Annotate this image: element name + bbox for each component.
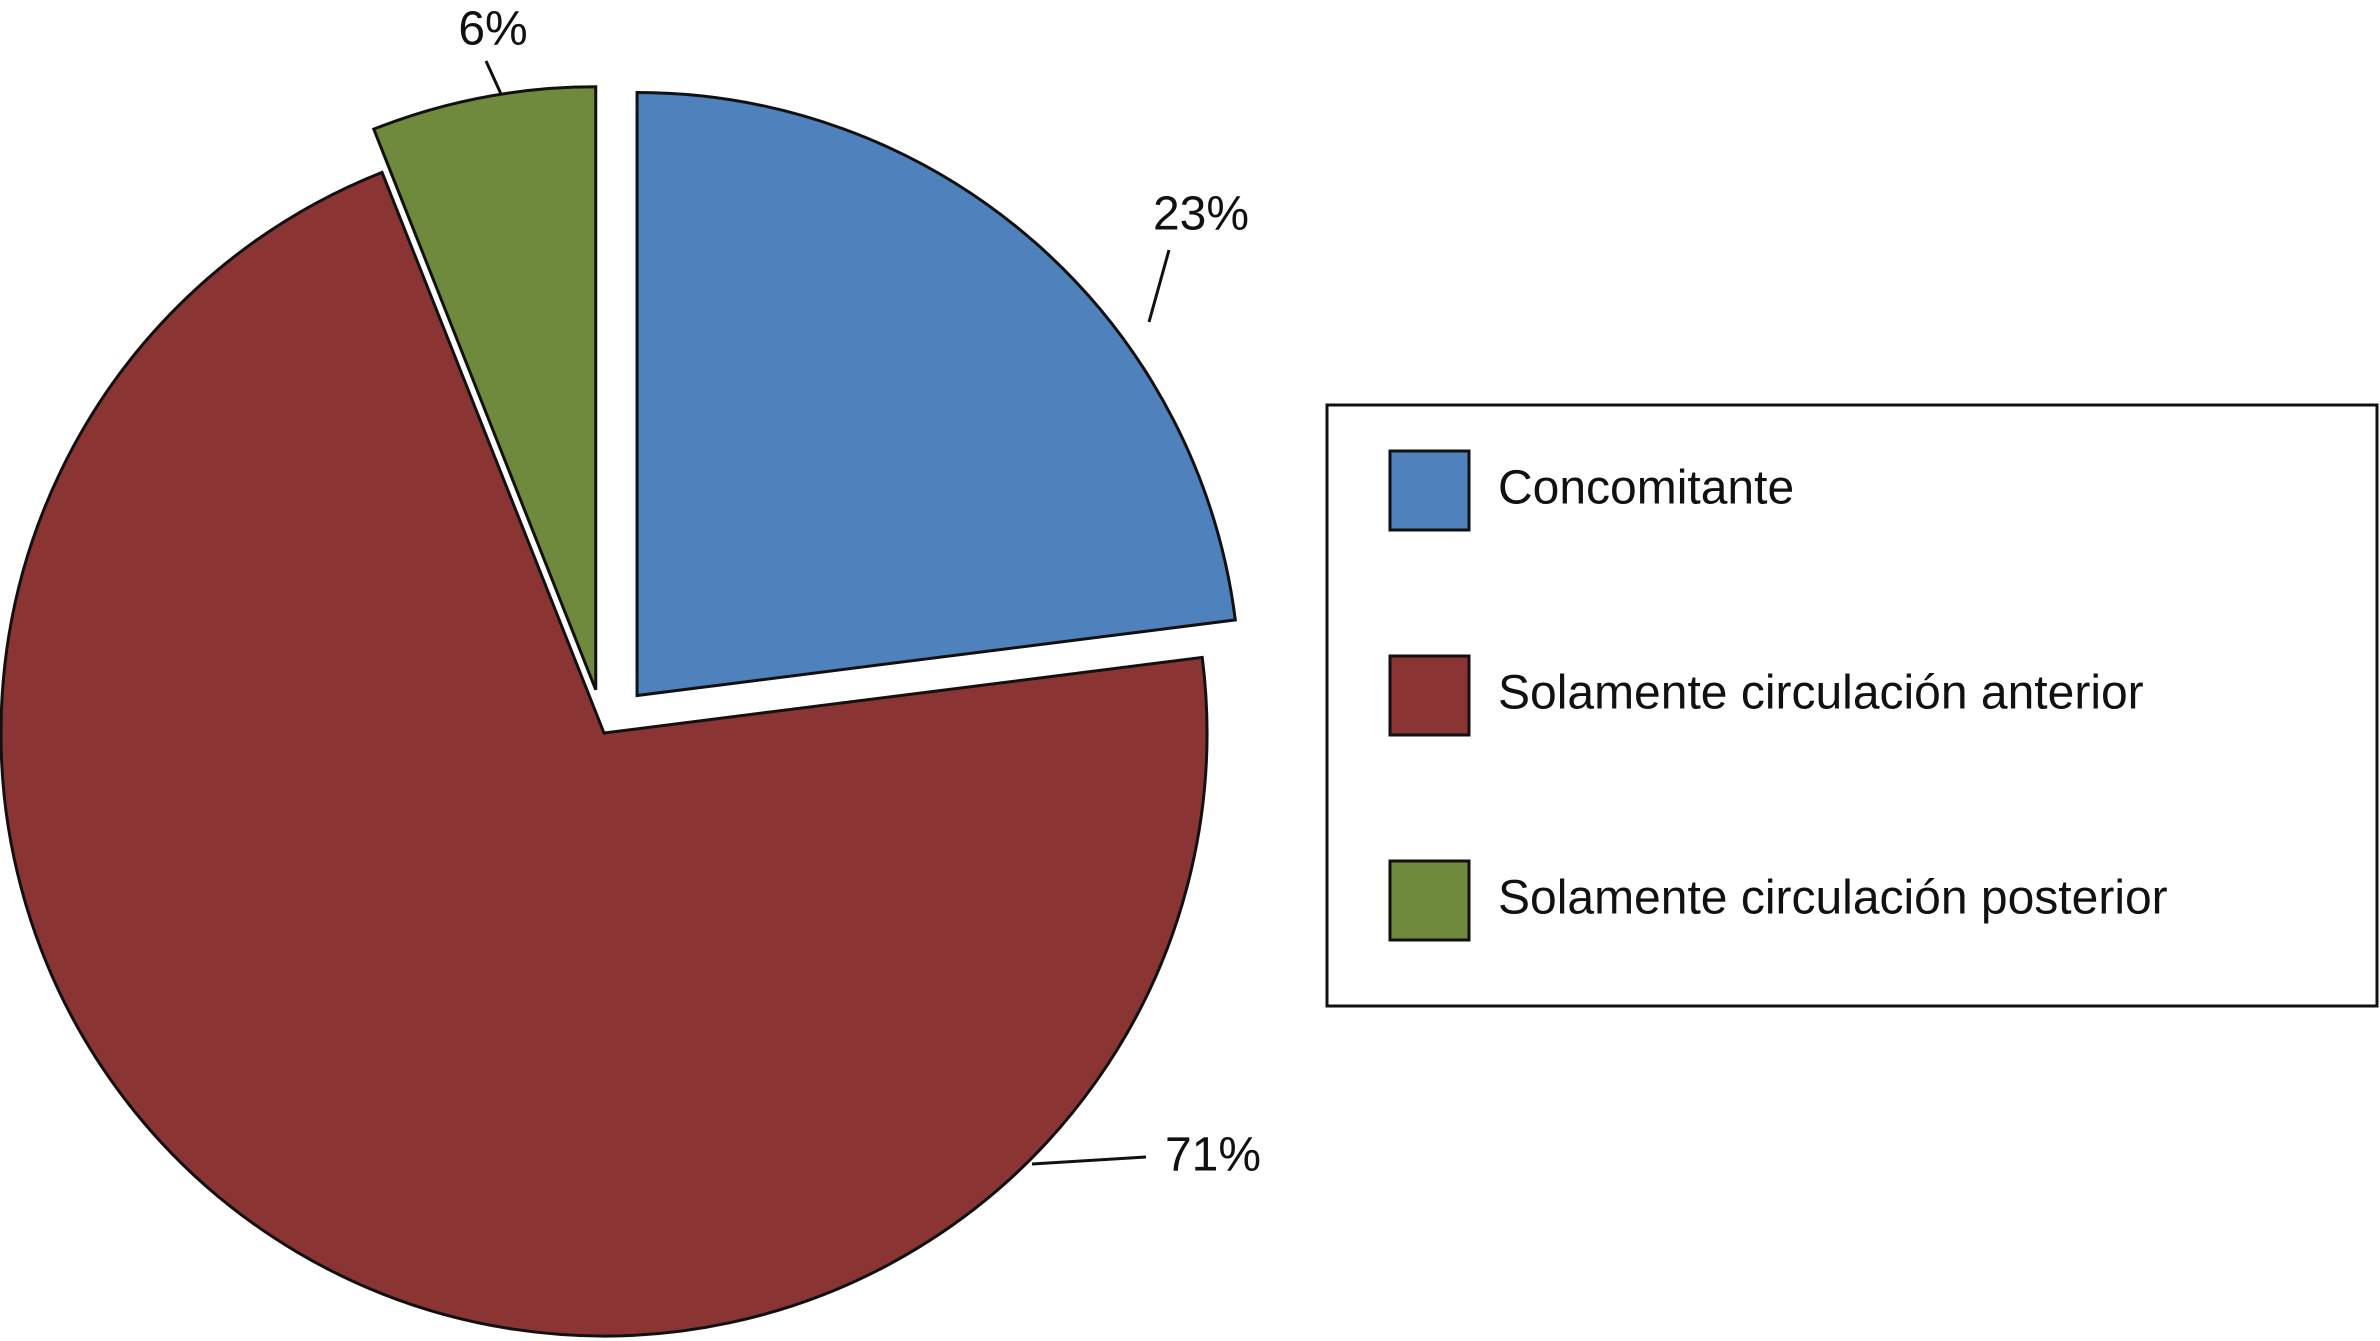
- pie-slice: [0, 170, 1209, 1338]
- legend-swatch: [1388, 449, 1471, 532]
- legend-label: Solamente circulación anterior: [1498, 667, 2144, 720]
- legend-swatch: [1388, 859, 1471, 942]
- legend-box: [1325, 403, 2379, 1008]
- leader-line: [1031, 1155, 1147, 1166]
- data-label: 71%: [1165, 1129, 1261, 1182]
- pie-slice: [371, 85, 598, 691]
- data-label: 23%: [1153, 188, 1249, 241]
- leader-line: [484, 60, 503, 95]
- data-label: 6%: [458, 3, 527, 56]
- pie-slice: [635, 90, 1237, 698]
- leader-line: [1147, 249, 1171, 323]
- legend-label: Solamente circulación posterior: [1498, 872, 2168, 925]
- legend-label: Concomitante: [1498, 462, 1794, 515]
- legend-swatch: [1388, 654, 1471, 737]
